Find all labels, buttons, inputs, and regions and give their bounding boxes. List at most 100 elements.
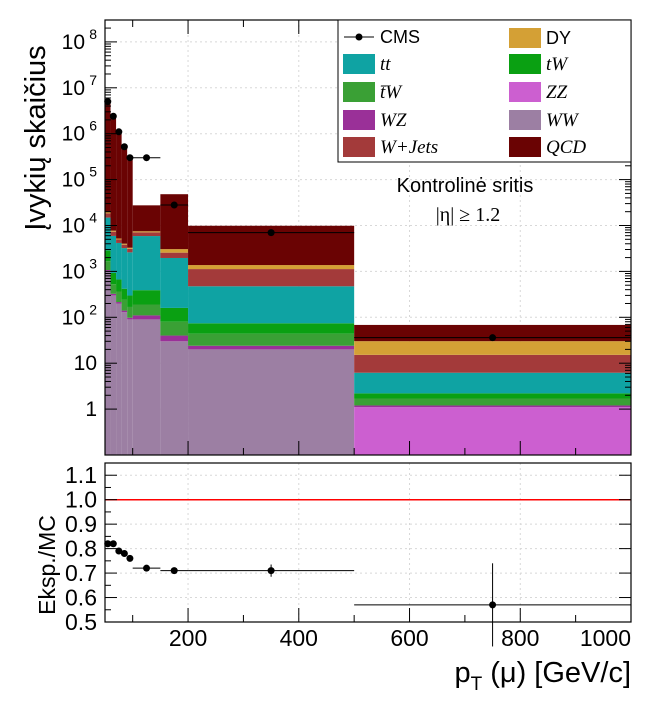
- bar-WJets-bin-2: [116, 239, 122, 243]
- y-tick-label-6: 10: [62, 123, 85, 146]
- ratio-point-4: [126, 554, 134, 562]
- ratio-y-tick-label-4: 0.9: [65, 511, 97, 537]
- data-point-3: [120, 143, 128, 151]
- legend-swatch-r-4: [509, 137, 541, 157]
- y-tick-exp-2: 2: [89, 301, 97, 317]
- legend-label-3: W+Jets: [380, 137, 438, 158]
- legend: CMS tt t̄W WZ W+Jets DY tW ZZ WW QCD: [337, 19, 632, 163]
- y-tick-label-3: 10: [62, 260, 85, 283]
- legend-label-r-4: QCD: [546, 137, 586, 158]
- bar-WJets-bin-3: [121, 244, 128, 249]
- data-points: [104, 98, 631, 342]
- bar-DY-bin-4: [127, 247, 133, 249]
- y-tick-exp-3: 3: [89, 255, 97, 271]
- bar-WW-bin-5: [132, 319, 161, 455]
- legend-label-cms: CMS: [380, 27, 420, 47]
- y-tick-exp-5: 5: [89, 164, 97, 180]
- y-tick-label-0: 1: [85, 398, 97, 421]
- bar-DY-bin-2: [116, 238, 122, 240]
- bar-WZ-bin-2: [116, 302, 122, 304]
- data-point-5: [143, 154, 151, 162]
- bar-tW-bin-8: [354, 393, 631, 399]
- bar-tW-bin-1: [110, 284, 117, 294]
- bar-DY-bin-5: [132, 231, 161, 233]
- legend-label-2: WZ: [380, 110, 407, 131]
- bar-WJets-bin-4: [127, 248, 133, 253]
- legend-swatch-3: [343, 137, 375, 157]
- bar-WJets-bin-5: [132, 232, 161, 237]
- data-point-1: [109, 112, 117, 120]
- bar-WZ-bin-0: [105, 270, 111, 272]
- bar-tW-bin-0: [105, 250, 111, 262]
- ratio-y-tick-label-6: 1.1: [65, 462, 97, 488]
- x-tick-label-4: 1000: [580, 625, 631, 651]
- legend-label-r-1: tW: [546, 54, 569, 75]
- bar-QCD-bin-0: [105, 101, 111, 213]
- bar-tt-bin-4: [127, 252, 133, 296]
- data-point-6: [170, 201, 178, 209]
- legend-label-1: t̄W: [380, 82, 403, 103]
- bar-DY-bin-3: [121, 243, 128, 245]
- bar-tW-bin-4: [127, 306, 133, 318]
- bar-WW-bin-2: [116, 303, 122, 455]
- bar-QCD-bin-1: [110, 115, 117, 231]
- bar-QCD-bin-4: [127, 157, 133, 248]
- legend-swatch-r-2: [509, 82, 541, 102]
- bar-WJets-bin-8: [354, 354, 631, 373]
- bar-tW-bin-0: [105, 261, 111, 271]
- y-tick-exp-6: 6: [89, 118, 97, 134]
- legend-swatch-r-3: [509, 110, 541, 130]
- ratio-frame: [104, 462, 632, 623]
- bar-WZ-bin-3: [121, 310, 128, 313]
- bar-QCD-bin-3: [121, 147, 128, 244]
- bar-WW-bin-7: [188, 349, 355, 455]
- bar-tt-bin-3: [121, 248, 128, 289]
- y-tick-label-4: 10: [62, 214, 85, 237]
- ratio-point-0: [104, 540, 112, 548]
- bar-WJets-bin-7: [188, 269, 355, 287]
- legend-label-r-0: DY: [546, 28, 571, 48]
- bar-tW-bin-8: [354, 398, 631, 406]
- x-axis-title: pT (μ) [GeV/c]: [454, 657, 631, 695]
- ratio-point-5: [143, 564, 151, 572]
- legend-swatch-1: [343, 82, 375, 102]
- legend-swatch-2: [343, 110, 375, 130]
- y-tick-label-2: 10: [62, 306, 85, 329]
- y-tick-label-8: 10: [62, 31, 85, 54]
- y-tick-exp-8: 8: [89, 26, 97, 42]
- bar-WZ-bin-7: [188, 345, 355, 350]
- bar-WJets-bin-6: [160, 252, 189, 258]
- bar-WZ-bin-5: [132, 315, 161, 320]
- ratio-y-tick-label-0: 0.5: [65, 609, 97, 635]
- bar-tW-bin-3: [121, 299, 128, 311]
- bar-tW-bin-2: [116, 279, 122, 292]
- ratio-points: [104, 540, 631, 647]
- bar-tt-bin-6: [160, 257, 189, 308]
- bar-WW-bin-3: [121, 312, 128, 455]
- legend-swatch-r-1: [509, 54, 541, 74]
- legend-marker-cms: [355, 33, 363, 41]
- bar-DY-bin-6: [160, 249, 189, 253]
- legend-label-r-2: ZZ: [546, 82, 568, 103]
- eta-cut-label: |η| ≥ 1.2: [436, 204, 500, 226]
- bar-tt-bin-7: [188, 286, 355, 324]
- bar-tt-bin-1: [110, 235, 117, 273]
- x-tick-label-2: 600: [390, 625, 428, 651]
- bar-WZ-bin-8: [354, 405, 631, 408]
- y-tick-label-1: 10: [74, 352, 97, 375]
- ratio-axes: 0.50.60.70.80.91.01.1 200 400 600 800 1000: [65, 462, 632, 651]
- bar-DY-bin-8: [354, 341, 631, 355]
- bar-WW-bin-6: [160, 341, 189, 455]
- bar-DY-bin-7: [188, 265, 355, 270]
- ratio-grid: [105, 463, 632, 623]
- ratio-point-7: [267, 567, 275, 575]
- x-tick-label-3: 800: [501, 625, 539, 651]
- bar-WZ-bin-6: [160, 335, 189, 342]
- bar-tW-bin-2: [116, 291, 122, 303]
- ratio-point-3: [120, 550, 128, 558]
- bar-WZ-bin-4: [127, 317, 133, 320]
- bar-WW-bin-4: [127, 319, 133, 455]
- bar-tW-bin-1: [110, 272, 117, 285]
- bar-tW-bin-7: [188, 333, 355, 346]
